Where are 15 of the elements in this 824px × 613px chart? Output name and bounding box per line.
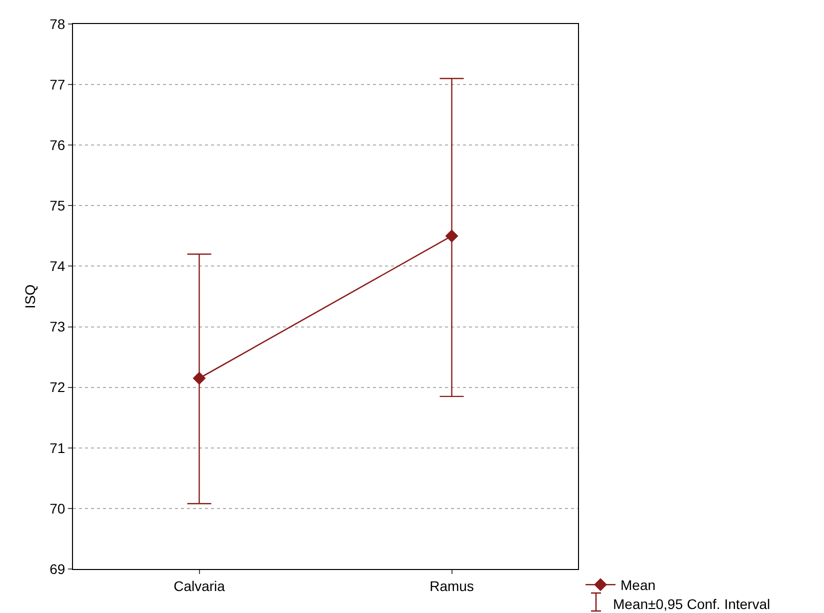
y-tick-label: 72 [50, 379, 66, 396]
x-tick-label: Ramus [430, 578, 474, 594]
y-tick-label: 78 [50, 16, 66, 32]
y-tick-label: 75 [50, 198, 66, 214]
legend-label: Mean [620, 577, 656, 594]
y-tick-label: 73 [50, 318, 66, 335]
y-tick-label: 69 [50, 560, 66, 577]
text: Mean±0,95 Conf. Interval [613, 596, 770, 612]
x-tick-label: Calvaria [174, 578, 226, 594]
y-tick-label: 71 [50, 440, 66, 456]
y-tick-label: 70 [50, 500, 66, 516]
y-tick-label: 74 [50, 258, 66, 274]
y-axis-title: ISQ [22, 284, 38, 309]
y-tick-label: 76 [50, 137, 66, 154]
y-tick-label: 77 [50, 76, 66, 92]
